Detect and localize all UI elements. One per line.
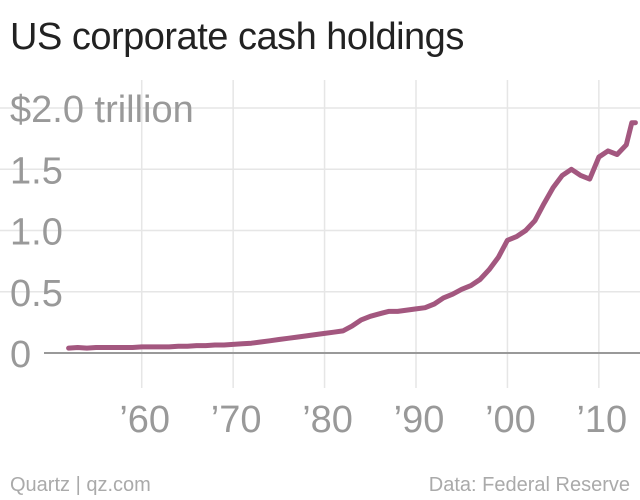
x-tick-label: ’10 (576, 399, 627, 441)
series-layer (66, 120, 638, 351)
y-tick-label: 1.5 (10, 150, 63, 192)
grid-layer (0, 80, 640, 388)
footer-source: Data: Federal Reserve (428, 474, 630, 496)
series-line (66, 120, 638, 351)
x-tick-label: ’80 (302, 399, 353, 441)
y-tick-label: $2.0 trillion (10, 89, 194, 131)
y-axis-ticks: 0 0.5 1.0 1.5 $2.0 trillion (10, 89, 194, 376)
x-tick-label: ’90 (394, 399, 445, 441)
line-chart: ’60 ’70 ’80 ’90 ’00 ’10 0 0.5 1.0 1.5 $2.0 trilli… (0, 80, 640, 441)
y-tick-label: 0.5 (10, 273, 63, 315)
x-axis-ticks: ’60 ’70 ’80 ’90 ’00 ’10 (119, 399, 627, 441)
y-tick-label: 0 (10, 334, 31, 376)
y-tick-label: 1.0 (10, 212, 63, 254)
x-tick-label: ’00 (485, 399, 536, 441)
chart-title: US corporate cash holdings (10, 16, 464, 58)
x-tick-label: ’70 (211, 399, 262, 441)
x-tick-label: ’60 (119, 399, 170, 441)
footer-credit: Quartz | qz.com (10, 474, 151, 496)
